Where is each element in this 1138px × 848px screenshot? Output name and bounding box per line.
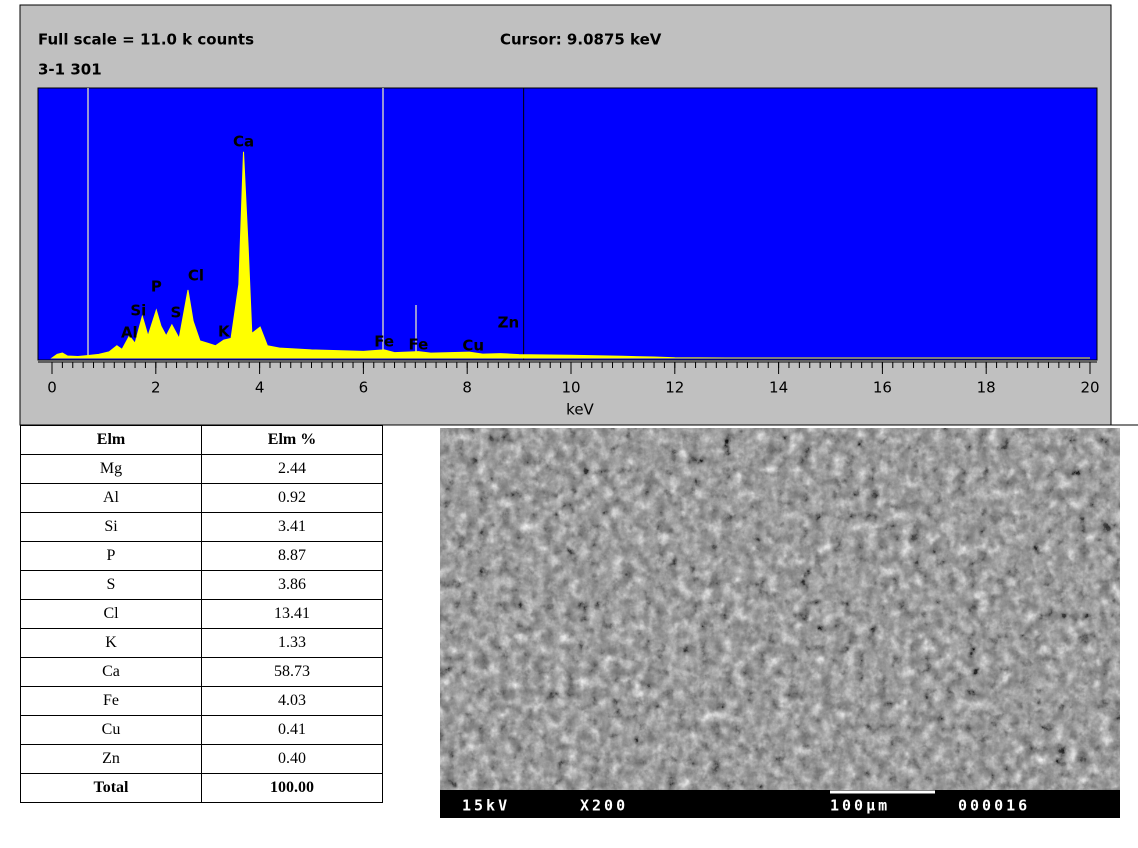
table-cell: Total [21, 774, 202, 803]
table-cell: Ca [21, 658, 202, 687]
table-cell: 0.92 [202, 484, 383, 513]
sem-voltage: 15kV [462, 797, 510, 815]
x-tick-label: 18 [977, 379, 996, 397]
table-cell: Zn [21, 745, 202, 774]
x-tick-label: 4 [255, 379, 265, 397]
table-cell: K [21, 629, 202, 658]
x-tick-label: 12 [665, 379, 684, 397]
plot-area [38, 88, 1097, 360]
peak-label: Si [130, 302, 146, 320]
x-tick-label: 10 [561, 379, 580, 397]
x-tick-label: 2 [151, 379, 161, 397]
table-cell: Al [21, 484, 202, 513]
x-tick-label: 20 [1080, 379, 1099, 397]
sem-image-id: 000016 [958, 797, 1030, 815]
cursor-readout: Cursor: 9.0875 keV [500, 31, 662, 49]
table-cell: 8.87 [202, 542, 383, 571]
table-cell: Fe [21, 687, 202, 716]
table-cell: 3.41 [202, 513, 383, 542]
table-cell: 3.86 [202, 571, 383, 600]
peak-label: Cl [188, 267, 204, 285]
peak-label: K [218, 323, 231, 341]
x-tick-label: 8 [462, 379, 472, 397]
peak-label: Fe [409, 336, 429, 354]
table-cell: 58.73 [202, 658, 383, 687]
sem-scale: 100µm [830, 797, 890, 815]
peak-label: Al [121, 324, 138, 342]
table-cell: 13.41 [202, 600, 383, 629]
table-cell: Elm % [202, 426, 383, 455]
table-cell: 0.40 [202, 745, 383, 774]
peak-label: S [170, 304, 181, 322]
table-cell: Mg [21, 455, 202, 484]
x-tick-label: 16 [873, 379, 892, 397]
sample-id: 3-1 301 [38, 61, 102, 79]
table-cell: 4.03 [202, 687, 383, 716]
table-cell: 0.41 [202, 716, 383, 745]
peak-label: Zn [498, 314, 520, 332]
table-cell: S [21, 571, 202, 600]
page: Full scale = 11.0 k counts Cursor: 9.087… [0, 0, 1138, 848]
table-cell: 2.44 [202, 455, 383, 484]
table-cell: Elm [21, 426, 202, 455]
x-tick-label: 6 [359, 379, 369, 397]
peak-label: P [151, 278, 162, 296]
peak-label: Ca [233, 133, 254, 151]
x-tick-label: 0 [47, 379, 57, 397]
table-cell: Cu [21, 716, 202, 745]
table-cell: P [21, 542, 202, 571]
table-cell: Si [21, 513, 202, 542]
table-cell: 100.00 [202, 774, 383, 803]
table-cell: 1.33 [202, 629, 383, 658]
sem-image: 15kV X200 100µm 000016 [440, 428, 1120, 818]
x-axis-label: keV [566, 401, 594, 419]
full-scale: Full scale = 11.0 k counts [38, 31, 254, 49]
table-cell: Cl [21, 600, 202, 629]
sem-magnification: X200 [580, 797, 628, 815]
peak-label: Cu [462, 337, 484, 355]
x-tick-label: 14 [769, 379, 788, 397]
peak-label: Fe [374, 333, 394, 351]
